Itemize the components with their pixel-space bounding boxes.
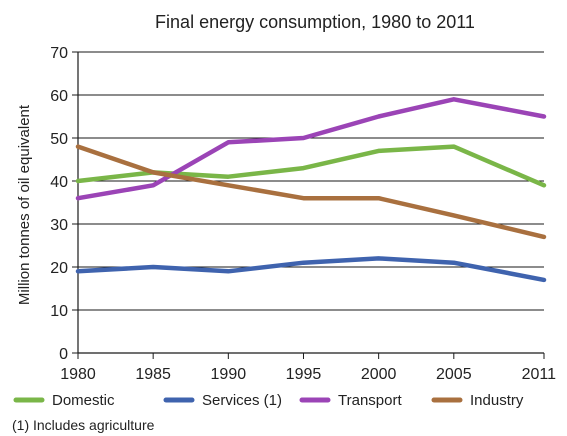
y-tick-label: 70 [50,45,68,62]
x-tick-label: 1990 [211,366,247,383]
axes: 0 10 20 30 40 50 60 70 1980 1985 1990 1995 2000 2005 2… [50,45,556,383]
series-lines [75,97,547,283]
gridlines [78,51,544,311]
legend-label-industry: Industry [470,392,524,409]
x-tick-label: 2000 [361,366,397,383]
x-tick-label: 1995 [286,366,322,383]
series-line-domestic [75,144,547,188]
chart-title: Final energy consumption, 1980 to 2011 [155,12,475,32]
y-tick-label: 20 [50,260,68,277]
y-tick-label: 60 [50,88,68,105]
legend-label-services-1: Services (1) [202,392,282,409]
series-line-services-1 [75,256,547,283]
legend: Domestic Services (1) Transport Industry [13,392,524,409]
y-axis-title: Million tonnes of oil equivalent [16,104,33,305]
x-tick-label: 1985 [135,366,171,383]
footnote: (1) Includes agriculture [12,417,155,433]
y-tick-label: 40 [50,174,68,191]
y-tick-label: 50 [50,131,68,148]
y-tick-label: 30 [50,217,68,234]
series-line-industry [75,144,547,240]
legend-label-domestic: Domestic [52,392,115,409]
y-tick-label: 0 [59,346,68,363]
y-tick-label: 10 [50,303,68,320]
series-line-transport [75,97,547,201]
x-tick-label: 1980 [60,366,96,383]
x-tick-label: 2005 [436,366,472,383]
x-tick-label: 2011 [522,366,557,383]
legend-label-transport: Transport [338,392,402,409]
